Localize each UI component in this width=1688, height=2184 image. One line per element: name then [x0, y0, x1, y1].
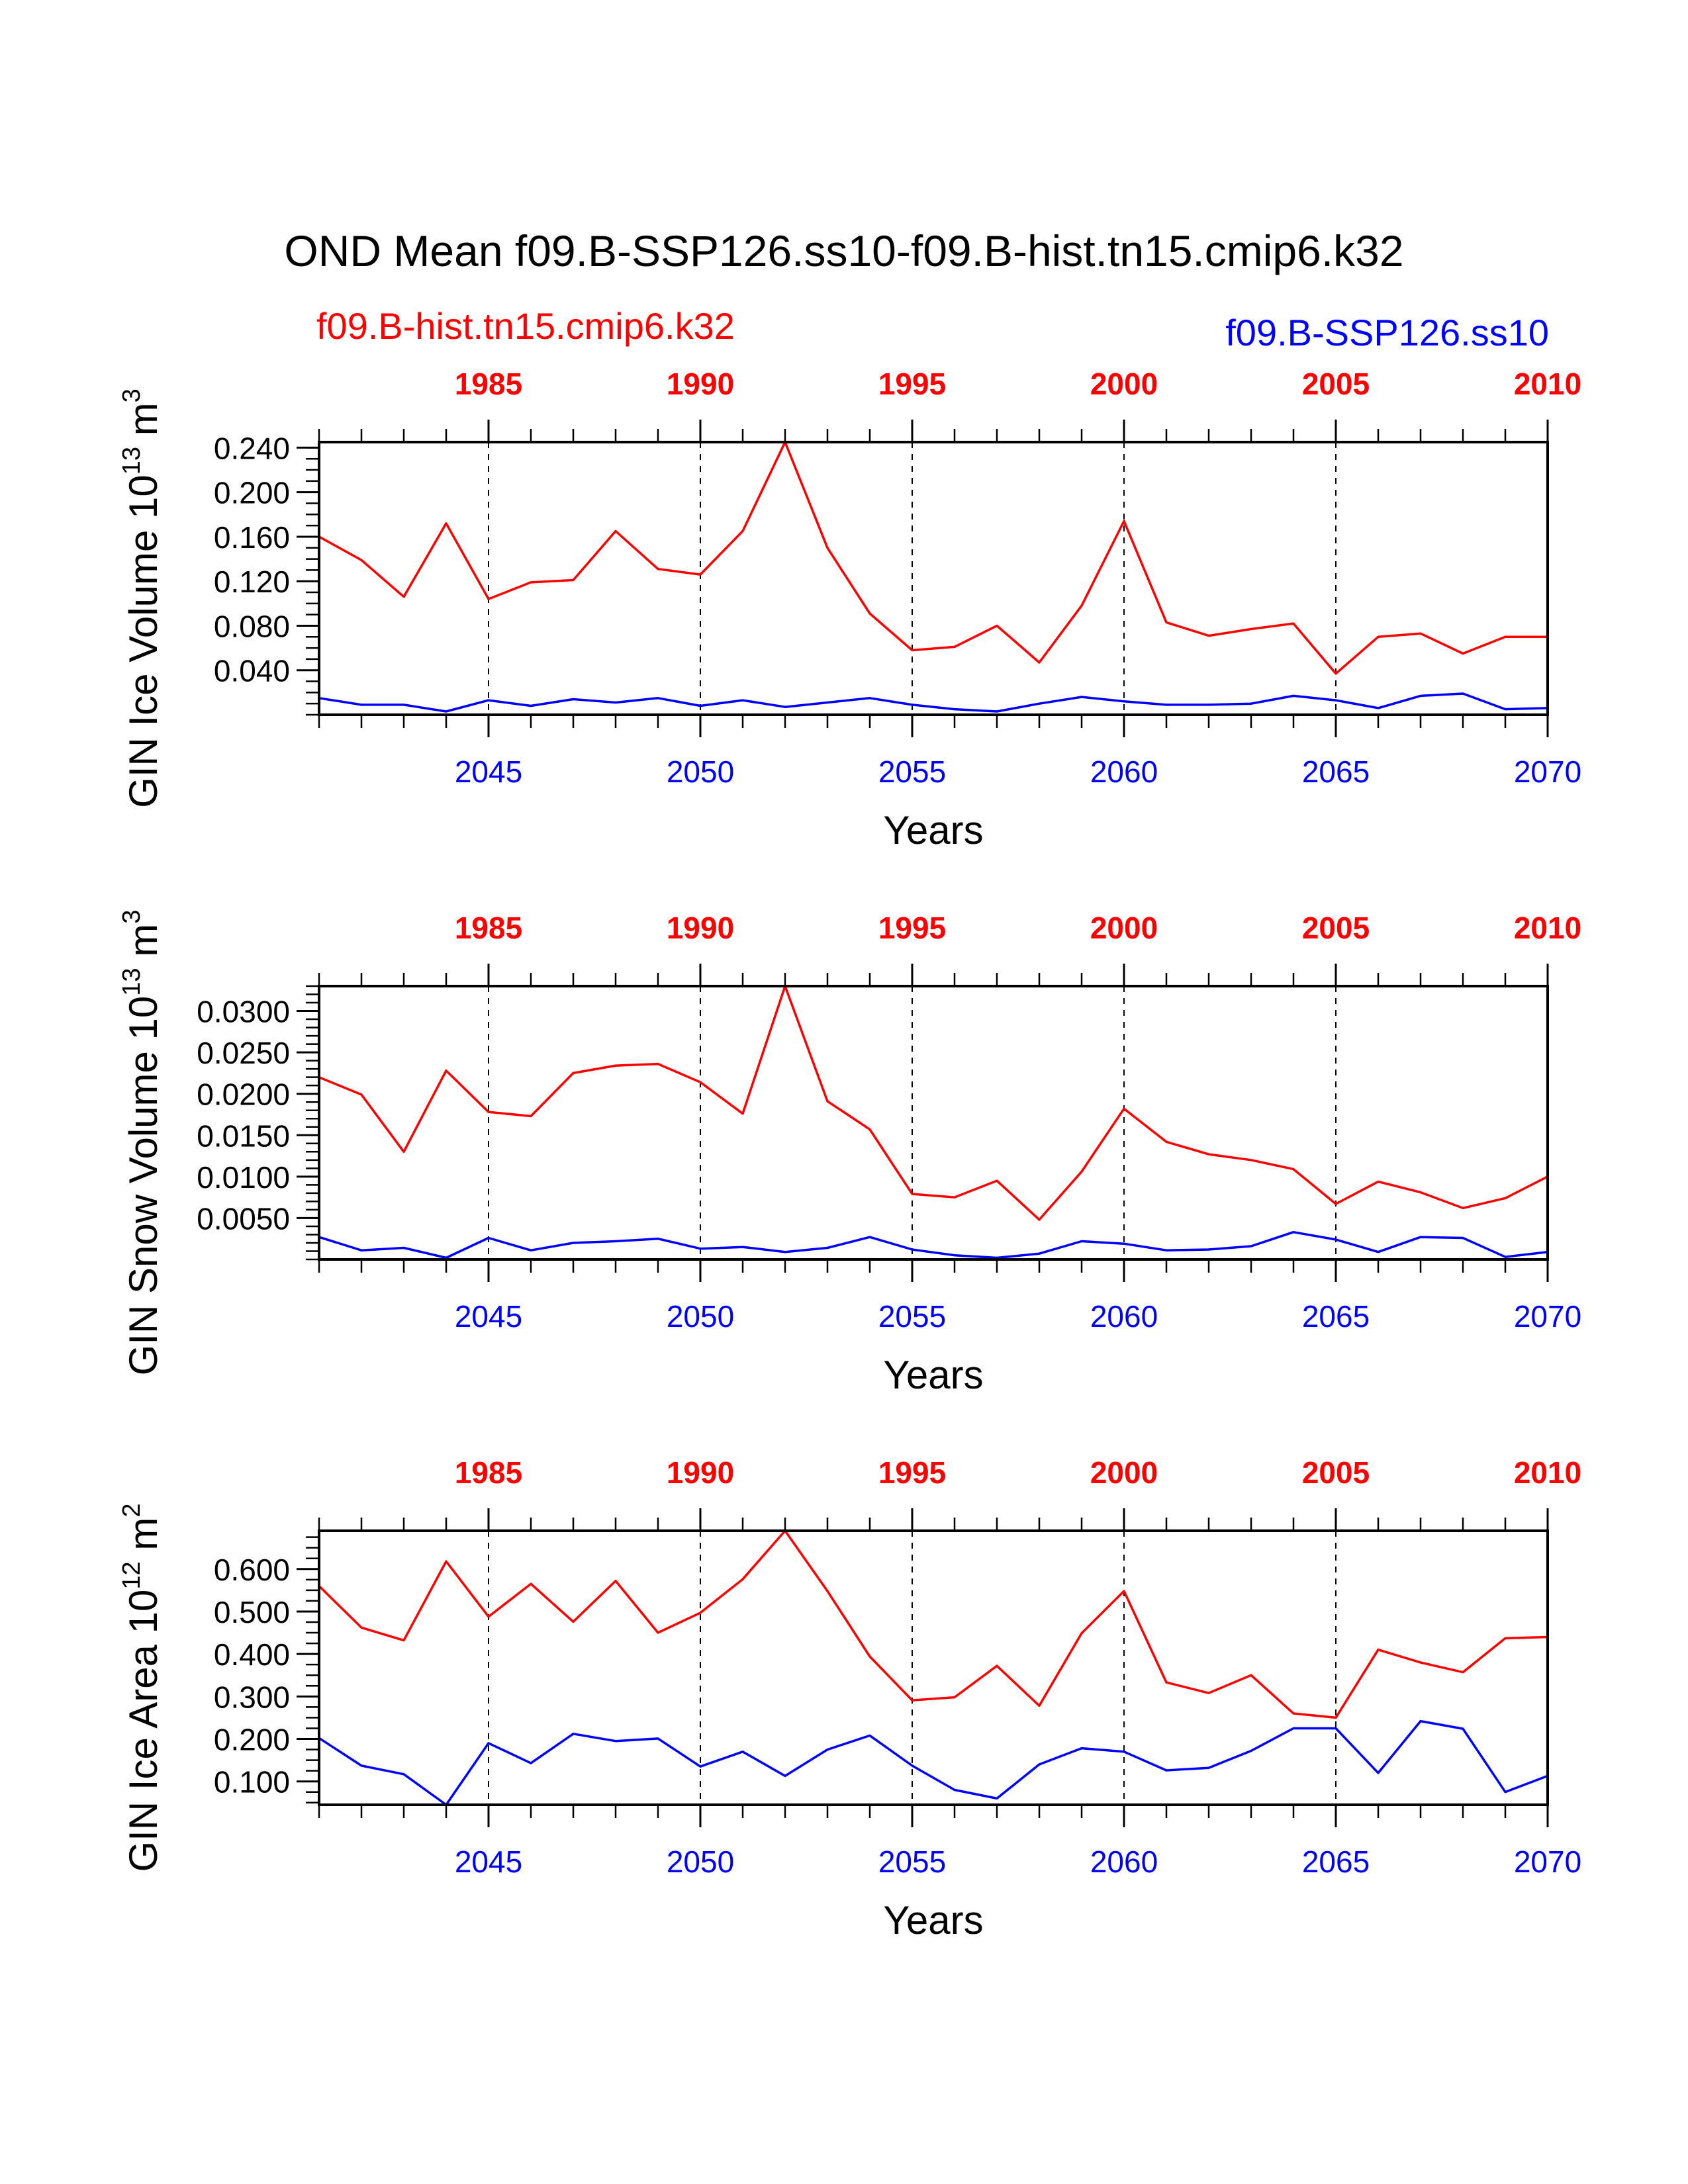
y-tick-label: 0.160 — [214, 520, 290, 555]
x-bottom-tick-label: 2050 — [667, 1844, 734, 1879]
x-bottom-tick-label: 2060 — [1090, 1299, 1158, 1334]
y-axis-label-part: m — [121, 1518, 165, 1562]
y-axis-label-part: GIN Ice Area 10 — [121, 1590, 165, 1872]
y-tick-label: 0.240 — [214, 431, 290, 465]
y-tick-label: 0.0150 — [197, 1118, 290, 1153]
x-top-tick-label: 1990 — [667, 1455, 734, 1490]
x-top-tick-label: 2010 — [1514, 1455, 1581, 1490]
x-top-tick-label: 2000 — [1090, 367, 1158, 401]
y-axis-label-part: GIN Snow Volume 10 — [121, 996, 165, 1376]
x-bottom-tick-label: 2070 — [1514, 1844, 1581, 1879]
panel-ice-volume: 0.040 0.080 0.120 0.160 0.200 0.240 2045 2050 20… — [118, 367, 1581, 852]
x-bottom-tick-label: 2065 — [1302, 1844, 1370, 1879]
x-axis-label: Years — [883, 1353, 983, 1397]
y-axis-label-part: GIN Ice Volume 10 — [121, 475, 165, 808]
x-bottom-tick-label: 2045 — [455, 754, 522, 789]
x-top-tick-label: 1985 — [455, 1455, 522, 1490]
y-axis-label: GIN Ice Area 1012 m2 — [118, 1504, 165, 1872]
x-bottom-tick-label: 2055 — [878, 1844, 946, 1879]
y-tick-label: 0.0200 — [197, 1077, 290, 1112]
y-tick-label: 0.040 — [214, 654, 290, 688]
x-bottom-tick-label: 2050 — [667, 1299, 734, 1334]
x-bottom-tick-label: 2055 — [878, 1299, 946, 1334]
x-top-tick-label: 1995 — [878, 367, 946, 401]
series-line-historical — [318, 985, 1548, 1221]
y-axis-label-part: 12 — [118, 1561, 146, 1589]
y-tick-label: 0.100 — [214, 1765, 290, 1799]
series-line-historical — [318, 1529, 1548, 1719]
y-axis-label-part: 3 — [118, 388, 146, 402]
x-bottom-tick-label: 2060 — [1090, 754, 1158, 789]
y-axis-label-part: 13 — [118, 447, 146, 475]
x-top-tick-label: 2000 — [1090, 1455, 1158, 1490]
panel-snow-volume: 0.0050 0.0100 0.0150 0.0200 0.0250 0.0300 2045… — [118, 910, 1581, 1397]
x-top-tick-label: 1985 — [455, 367, 522, 401]
y-axis-label-part: 3 — [118, 910, 146, 924]
y-tick-label: 0.200 — [214, 476, 290, 510]
y-axis-label: GIN Ice Volume 1013 m3 — [118, 388, 165, 808]
x-bottom-tick-label: 2045 — [455, 1844, 522, 1879]
y-axis-label: GIN Snow Volume 1013 m3 — [118, 910, 165, 1376]
y-tick-label: 0.120 — [214, 565, 290, 599]
x-top-tick-label: 2005 — [1302, 911, 1370, 945]
chart-title: OND Mean f09.B-SSP126.ss10-f09.B-hist.tn… — [284, 226, 1403, 275]
x-top-tick-label: 2005 — [1302, 367, 1370, 401]
legend-ssp126-label: f09.B-SSP126.ss10 — [1225, 312, 1549, 353]
x-bottom-tick-label: 2065 — [1302, 754, 1370, 789]
y-tick-label: 0.0300 — [197, 995, 290, 1029]
x-top-tick-label: 2000 — [1090, 911, 1158, 945]
x-top-tick-label: 1985 — [455, 911, 522, 945]
x-bottom-tick-label: 2055 — [878, 754, 946, 789]
plot-frame — [318, 1529, 1549, 1806]
y-tick-label: 0.500 — [214, 1595, 290, 1629]
x-top-tick-label: 2010 — [1514, 367, 1581, 401]
y-tick-label: 0.0050 — [197, 1201, 290, 1236]
x-bottom-tick-label: 2060 — [1090, 1844, 1158, 1879]
series-line-historical — [318, 441, 1548, 675]
x-top-tick-label: 2005 — [1302, 1455, 1370, 1490]
plot-frame — [318, 441, 1549, 716]
x-bottom-tick-label: 2065 — [1302, 1299, 1370, 1334]
y-axis-label-part: 13 — [118, 968, 146, 995]
y-axis-label-part: m — [121, 402, 165, 447]
x-top-tick-label: 2010 — [1514, 911, 1581, 945]
x-top-tick-label: 1995 — [878, 1455, 946, 1490]
y-tick-label: 0.400 — [214, 1637, 290, 1672]
plot-frame — [318, 985, 1549, 1261]
series-line-ssp126 — [318, 692, 1548, 713]
y-tick-label: 0.0250 — [197, 1036, 290, 1070]
x-top-tick-label: 1990 — [667, 367, 734, 401]
y-axis-label-part: m — [121, 924, 165, 968]
y-axis-label-part: 2 — [118, 1504, 146, 1518]
y-tick-label: 0.300 — [214, 1680, 290, 1714]
x-bottom-tick-label: 2045 — [455, 1299, 522, 1334]
panel-ice-area: 0.100 0.200 0.300 0.400 0.500 0.600 2045 2050 20… — [118, 1455, 1581, 1942]
x-bottom-tick-label: 2070 — [1514, 1299, 1581, 1334]
series-line-ssp126 — [318, 1230, 1548, 1259]
y-tick-label: 0.600 — [214, 1553, 290, 1587]
x-bottom-tick-label: 2070 — [1514, 754, 1581, 789]
legend-historical-label: f09.B-hist.tn15.cmip6.k32 — [316, 305, 735, 347]
y-tick-label: 0.080 — [214, 609, 290, 643]
x-top-tick-label: 1990 — [667, 911, 734, 945]
series-line-ssp126 — [318, 1719, 1548, 1806]
y-tick-label: 0.200 — [214, 1723, 290, 1757]
x-axis-label: Years — [883, 1898, 983, 1942]
y-tick-label: 0.0100 — [197, 1160, 290, 1195]
x-axis-label: Years — [883, 808, 983, 852]
x-top-tick-label: 1995 — [878, 911, 946, 945]
x-bottom-tick-label: 2050 — [667, 754, 734, 789]
